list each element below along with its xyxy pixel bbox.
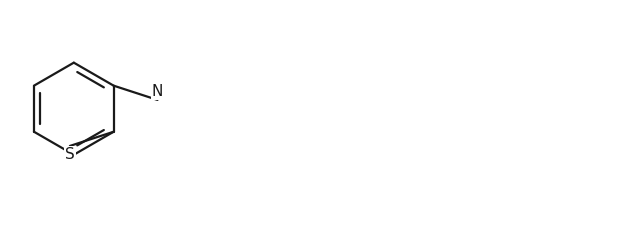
Text: N: N [152,84,163,99]
Text: S: S [65,147,75,162]
